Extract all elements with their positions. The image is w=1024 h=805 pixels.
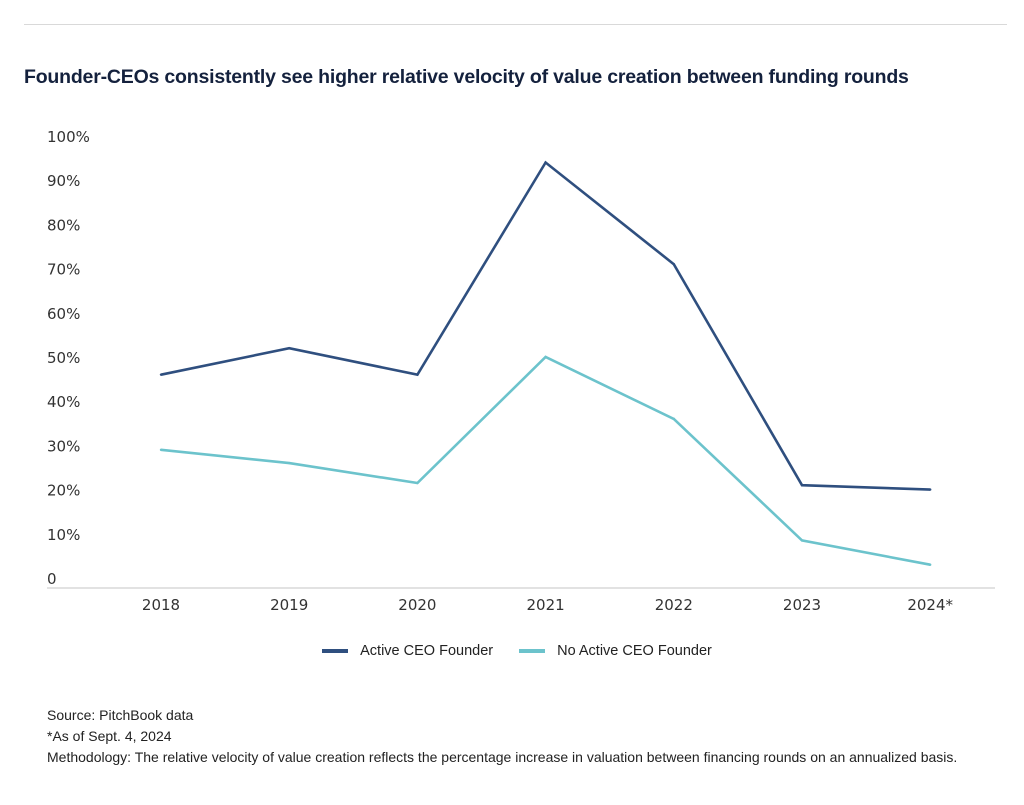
legend: Active CEO Founder No Active CEO Founder [0, 643, 1024, 659]
methodology-note: Methodology: The relative velocity of va… [47, 749, 958, 765]
data-point [929, 563, 932, 566]
y-tick-label: 20% [47, 482, 80, 500]
y-tick-label: 60% [47, 305, 80, 323]
legend-swatch-no-active [519, 649, 546, 653]
data-point [159, 373, 163, 376]
data-point [800, 539, 804, 542]
asof-note: *As of Sept. 4, 2024 [47, 728, 172, 744]
y-axis: 0 10% 20% 30% 40% 50% 60% 70% 80% 90% 100% [47, 128, 90, 588]
y-tick-label: 30% [47, 437, 80, 455]
x-tick-label: 2023 [783, 596, 821, 614]
series-line-no-active-ceo-founder [160, 355, 931, 566]
data-point [416, 373, 419, 376]
x-tick-label: 2024* [907, 596, 953, 614]
data-point [544, 355, 547, 359]
data-point [800, 483, 804, 487]
y-tick-label: 10% [47, 526, 80, 544]
data-point [288, 346, 291, 350]
data-point [929, 488, 932, 491]
chart-title: Founder-CEOs consistently see higher rel… [24, 66, 909, 88]
source-note: Source: PitchBook data [47, 707, 194, 723]
data-point [416, 481, 419, 485]
data-point [672, 262, 675, 266]
y-tick-label: 40% [47, 393, 80, 411]
x-tick-label: 2020 [398, 596, 436, 614]
x-tick-label: 2022 [655, 596, 693, 614]
data-point [288, 461, 291, 465]
x-tick-label: 2019 [270, 596, 308, 614]
y-tick-label: 50% [47, 349, 80, 367]
y-tick-label: 100% [47, 128, 90, 146]
legend-item-no-active[interactable]: No Active CEO Founder [509, 643, 712, 659]
y-tick-label: 0 [47, 570, 57, 588]
y-tick-label: 90% [47, 172, 80, 190]
legend-label-active: Active CEO Founder [360, 643, 494, 659]
data-point [544, 161, 547, 164]
y-tick-label: 70% [47, 261, 80, 279]
series-line-active-ceo-founder [160, 160, 931, 491]
legend-item-active[interactable]: Active CEO Founder [312, 643, 493, 659]
legend-label-no-active: No Active CEO Founder [557, 643, 712, 659]
series-layer [159, 160, 932, 566]
data-point [159, 448, 163, 452]
data-point [672, 417, 675, 421]
legend-swatch-active [322, 649, 349, 653]
footer-notes: Source: PitchBook data *As of Sept. 4, 2… [47, 705, 1007, 768]
x-tick-label: 2021 [527, 596, 565, 614]
x-tick-label: 2018 [142, 596, 180, 614]
top-divider [24, 24, 1007, 25]
x-axis: 2018 2019 2020 2021 2022 2023 2024* [142, 596, 954, 614]
y-tick-label: 80% [47, 216, 80, 234]
